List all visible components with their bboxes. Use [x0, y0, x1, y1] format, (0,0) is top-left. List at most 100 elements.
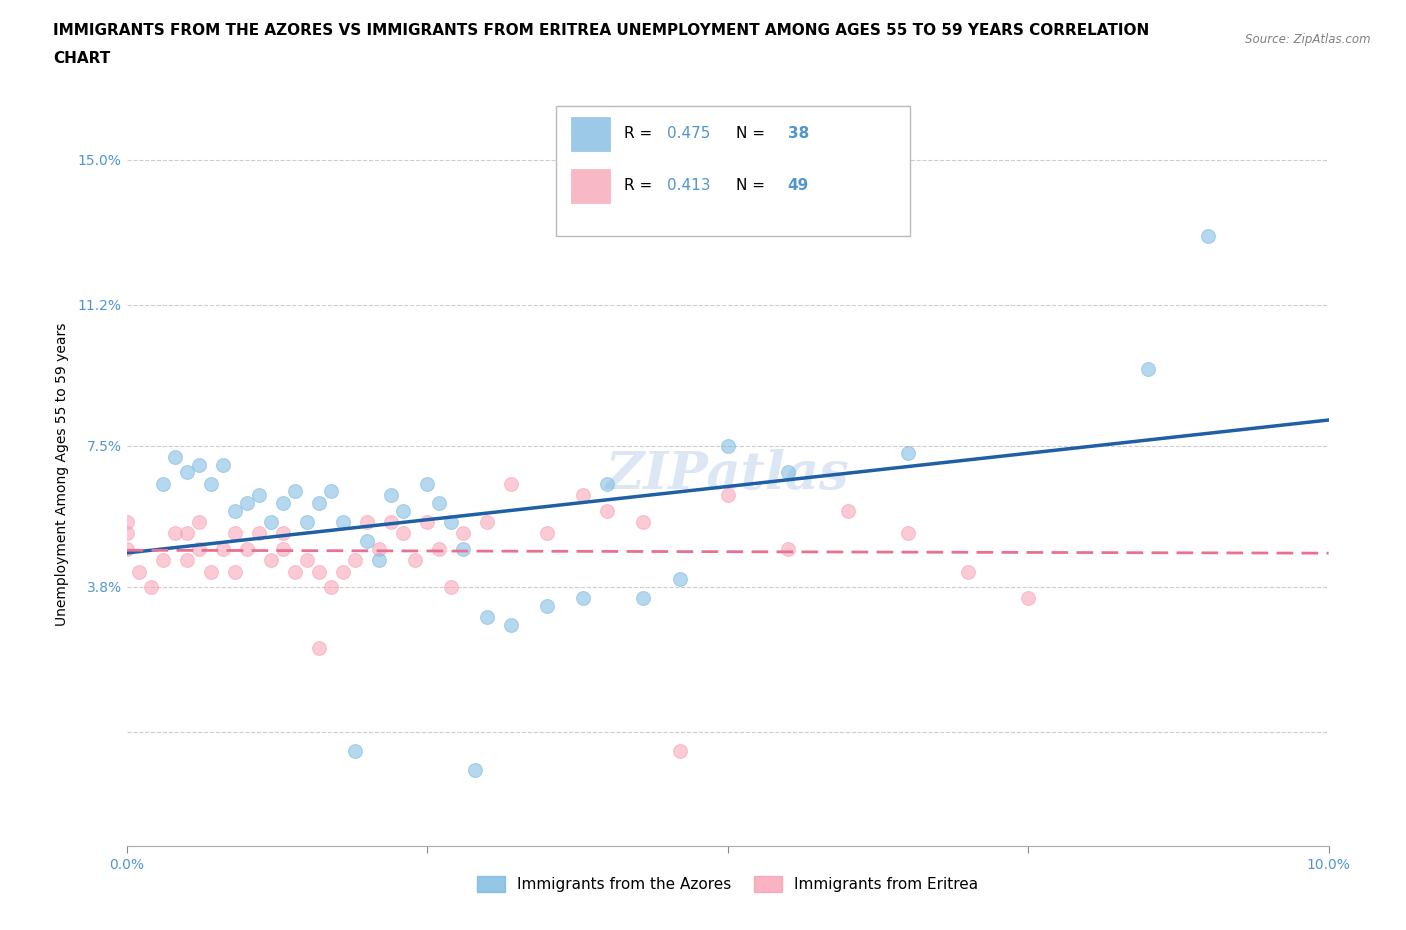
Legend: Immigrants from the Azores, Immigrants from Eritrea: Immigrants from the Azores, Immigrants f… — [471, 870, 984, 898]
Point — [139, 579, 162, 594]
Point — [837, 503, 859, 518]
Point — [260, 514, 283, 529]
Point — [368, 552, 391, 567]
Point — [247, 488, 270, 503]
Point — [668, 743, 690, 758]
Point — [536, 526, 558, 541]
Point — [776, 541, 799, 556]
Point — [211, 541, 233, 556]
Point — [776, 465, 799, 480]
Point — [343, 743, 366, 758]
Point — [115, 541, 138, 556]
Point — [319, 484, 342, 498]
FancyBboxPatch shape — [555, 106, 910, 236]
Text: ZIPatlas: ZIPatlas — [606, 449, 849, 499]
Point — [1197, 229, 1219, 244]
Y-axis label: Unemployment Among Ages 55 to 59 years: Unemployment Among Ages 55 to 59 years — [55, 323, 69, 626]
Point — [356, 534, 378, 549]
Point — [368, 541, 391, 556]
Point — [897, 445, 920, 460]
Point — [224, 526, 246, 541]
Point — [596, 476, 619, 491]
Point — [404, 552, 426, 567]
Point — [176, 552, 198, 567]
Text: 38: 38 — [787, 126, 808, 141]
Point — [128, 565, 150, 579]
Point — [271, 541, 294, 556]
Text: N =: N = — [735, 126, 770, 141]
Point — [211, 458, 233, 472]
Point — [176, 465, 198, 480]
Point — [247, 526, 270, 541]
Point — [200, 476, 222, 491]
Point — [440, 579, 463, 594]
Point — [392, 526, 415, 541]
Point — [115, 514, 138, 529]
Point — [716, 438, 740, 453]
Point — [200, 565, 222, 579]
Point — [187, 514, 209, 529]
Point — [416, 514, 439, 529]
Point — [716, 488, 740, 503]
Point — [633, 591, 655, 605]
Text: IMMIGRANTS FROM THE AZORES VS IMMIGRANTS FROM ERITREA UNEMPLOYMENT AMONG AGES 55: IMMIGRANTS FROM THE AZORES VS IMMIGRANTS… — [53, 23, 1150, 38]
Text: CHART: CHART — [53, 51, 111, 66]
Point — [475, 514, 498, 529]
Point — [464, 763, 486, 777]
Point — [308, 641, 330, 656]
Point — [308, 496, 330, 511]
Text: N =: N = — [735, 179, 770, 193]
Point — [572, 591, 595, 605]
Point — [356, 514, 378, 529]
Point — [380, 514, 402, 529]
Text: 0.475: 0.475 — [668, 126, 711, 141]
Point — [295, 552, 318, 567]
Point — [536, 599, 558, 614]
Point — [115, 526, 138, 541]
Point — [187, 458, 209, 472]
Point — [451, 526, 474, 541]
Text: 49: 49 — [787, 179, 808, 193]
Text: R =: R = — [624, 126, 658, 141]
Bar — [571, 169, 610, 203]
Text: Source: ZipAtlas.com: Source: ZipAtlas.com — [1246, 33, 1371, 46]
Point — [380, 488, 402, 503]
Point — [427, 496, 450, 511]
Point — [427, 541, 450, 556]
Point — [668, 572, 690, 587]
Point — [440, 514, 463, 529]
Point — [224, 503, 246, 518]
Point — [176, 526, 198, 541]
Point — [343, 552, 366, 567]
Point — [235, 496, 259, 511]
Point — [1137, 362, 1160, 377]
Point — [271, 496, 294, 511]
Point — [260, 552, 283, 567]
Point — [152, 476, 174, 491]
Point — [271, 526, 294, 541]
Text: R =: R = — [624, 179, 658, 193]
Point — [152, 552, 174, 567]
Point — [956, 565, 979, 579]
Point — [897, 526, 920, 541]
Point — [284, 565, 307, 579]
Point — [319, 579, 342, 594]
Point — [416, 476, 439, 491]
Point — [187, 541, 209, 556]
Text: 0.413: 0.413 — [668, 179, 711, 193]
Point — [475, 610, 498, 625]
Point — [235, 541, 259, 556]
Point — [332, 565, 354, 579]
Point — [501, 618, 523, 632]
Point — [1017, 591, 1039, 605]
Point — [451, 541, 474, 556]
Point — [224, 565, 246, 579]
Point — [633, 514, 655, 529]
Point — [163, 526, 186, 541]
Point — [295, 514, 318, 529]
Point — [572, 488, 595, 503]
Point — [284, 484, 307, 498]
Point — [308, 565, 330, 579]
Point — [332, 514, 354, 529]
Point — [501, 476, 523, 491]
